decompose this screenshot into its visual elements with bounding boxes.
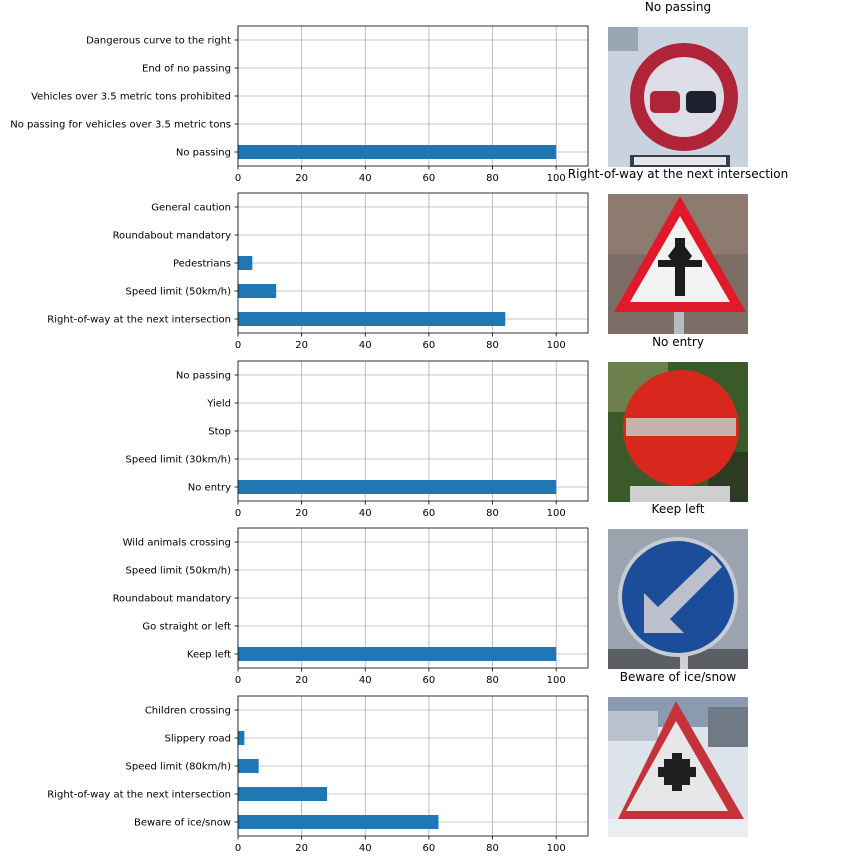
axes-frame (237, 25, 589, 167)
category-label: Dangerous curve to the right (86, 36, 231, 47)
category-label: Roundabout mandatory (113, 231, 232, 242)
sign-title: Keep left (651, 502, 705, 516)
x-tick-label: 80 (486, 843, 499, 854)
prediction-row: 0 20 40 60 80 100 Beware of ice/snow Right-of-w… (0, 686, 864, 854)
category-label: Speed limit (80km/h) (126, 762, 232, 773)
x-tick-label: 0 (235, 340, 241, 351)
x-tick-label: 40 (359, 843, 372, 854)
sign-title: Right-of-way at the next intersection (567, 167, 789, 181)
prediction-row: 0 20 40 60 80 100 Keep left Go straight or left… (0, 518, 864, 686)
x-tick-label: 20 (295, 675, 308, 686)
category-label: Roundabout mandatory (113, 594, 232, 605)
x-tick-label: 40 (359, 340, 372, 351)
category-label: Children crossing (145, 706, 231, 717)
category-label: Wild animals crossing (123, 538, 231, 549)
prediction-row: 0 20 40 60 80 100 Right-of-way at the next int… (0, 183, 864, 351)
category-label: Speed limit (50km/h) (126, 566, 232, 577)
category-label: Vehicles over 3.5 metric tons prohibited (31, 92, 231, 103)
x-tick-label: 0 (235, 675, 241, 686)
x-tick-label: 60 (423, 340, 436, 351)
bar-chart: 0 20 40 60 80 100 Right-of-way at the next int… (47, 192, 589, 351)
x-tick-label: 100 (547, 340, 566, 351)
category-label: General caution (151, 203, 231, 214)
x-tick-label: 0 (235, 843, 241, 854)
axes-frame (237, 192, 589, 334)
category-label: Speed limit (50km/h) (126, 287, 232, 298)
x-tick-label: 60 (423, 508, 436, 519)
x-tick-label: 20 (295, 843, 308, 854)
no-entry-sign-icon (608, 362, 748, 502)
x-tick-label: 40 (359, 675, 372, 686)
bar-chart: 0 20 40 60 80 100 No passing No passing for veh… (10, 25, 589, 184)
category-label: End of no passing (142, 64, 231, 75)
prediction-row: 0 20 40 60 80 100 No entry Speed limit (30km/h)… (0, 351, 864, 519)
category-label: No passing (176, 371, 231, 382)
axes-frame (237, 360, 589, 502)
bar-chart: 0 20 40 60 80 100 No entry Speed limit (30km/h)… (126, 360, 589, 519)
x-tick-label: 100 (547, 843, 566, 854)
x-tick-label: 100 (547, 675, 566, 686)
x-tick-label: 0 (235, 508, 241, 519)
x-tick-label: 20 (295, 508, 308, 519)
x-tick-label: 0 (235, 173, 241, 184)
probability-bar (238, 815, 439, 829)
probability-bar (238, 759, 259, 773)
x-tick-label: 20 (295, 340, 308, 351)
category-label: Keep left (187, 650, 231, 661)
right-of-way-sign-icon (608, 194, 748, 334)
keep-left-sign-icon (608, 529, 748, 669)
x-tick-label: 60 (423, 173, 436, 184)
sign-title: Beware of ice/snow (619, 670, 737, 684)
category-label: Yield (206, 399, 231, 410)
category-label: Speed limit (30km/h) (126, 455, 232, 466)
x-tick-label: 80 (486, 508, 499, 519)
x-tick-label: 100 (547, 173, 566, 184)
category-label: No entry (188, 483, 231, 494)
probability-bar (238, 787, 328, 801)
x-tick-label: 40 (359, 173, 372, 184)
category-label: Stop (208, 427, 231, 438)
probability-bar (238, 256, 253, 270)
x-tick-label: 100 (547, 508, 566, 519)
x-tick-label: 20 (295, 173, 308, 184)
category-label: Right-of-way at the next intersection (47, 790, 231, 801)
axes-frame (237, 527, 589, 669)
probability-bar (238, 647, 557, 661)
category-label: Right-of-way at the next intersection (47, 315, 231, 326)
category-label: No passing for vehicles over 3.5 metric … (10, 120, 231, 131)
category-label: Beware of ice/snow (134, 818, 231, 829)
x-tick-label: 40 (359, 508, 372, 519)
x-tick-label: 60 (423, 843, 436, 854)
no-passing-sign-icon (608, 27, 748, 167)
bar-chart: 0 20 40 60 80 100 Beware of ice/snow Right-of-w… (47, 695, 589, 854)
probability-bar (238, 480, 557, 494)
probability-bar (238, 312, 506, 326)
x-tick-label: 80 (486, 340, 499, 351)
sign-title: No passing (644, 0, 712, 14)
probability-bar (238, 145, 557, 159)
probability-bar (238, 284, 277, 298)
x-tick-label: 60 (423, 675, 436, 686)
bar-chart: 0 20 40 60 80 100 Keep left Go straight or left… (113, 527, 589, 686)
category-label: Slippery road (165, 734, 231, 745)
category-label: Go straight or left (142, 622, 231, 633)
category-label: No passing (176, 148, 231, 159)
beware-ice-snow-sign-icon (608, 697, 748, 837)
category-label: Pedestrians (173, 259, 231, 270)
sign-title: No entry (652, 335, 704, 349)
axes-frame (237, 695, 589, 837)
prediction-row: 0 20 40 60 80 100 No passing No passing for veh… (0, 16, 864, 184)
probability-bar (238, 731, 245, 745)
x-tick-label: 80 (486, 675, 499, 686)
x-tick-label: 80 (486, 173, 499, 184)
